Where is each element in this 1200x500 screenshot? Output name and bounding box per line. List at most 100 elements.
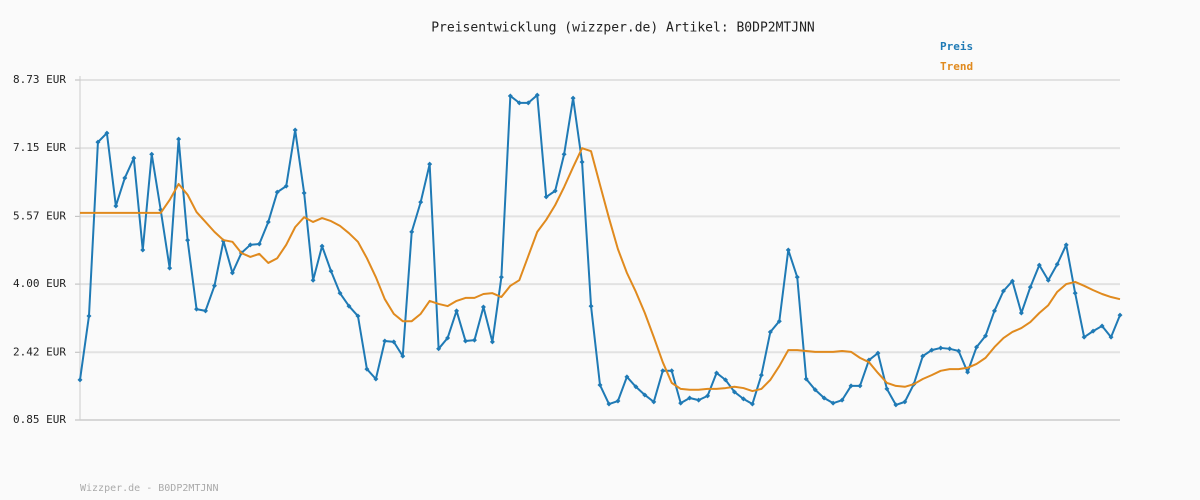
point <box>660 368 666 374</box>
point <box>525 100 531 106</box>
point <box>776 318 782 324</box>
point <box>552 188 558 194</box>
point <box>938 345 944 351</box>
y-tick-label: 8.73 EUR <box>13 73 66 86</box>
point <box>203 308 209 314</box>
point <box>920 353 926 359</box>
point <box>1009 278 1015 284</box>
point <box>991 308 997 314</box>
point <box>767 329 773 335</box>
point <box>651 399 657 405</box>
point <box>1000 288 1006 294</box>
point <box>974 344 980 350</box>
point <box>1036 262 1042 268</box>
point <box>956 348 962 354</box>
point <box>310 277 316 283</box>
point <box>265 219 271 225</box>
point <box>256 241 262 247</box>
point <box>77 377 83 383</box>
point <box>606 401 612 407</box>
point <box>185 237 191 243</box>
point <box>1072 290 1078 296</box>
point <box>848 383 854 389</box>
point <box>669 368 675 374</box>
point <box>1117 312 1123 318</box>
line-0 <box>79 94 1121 406</box>
point <box>696 397 702 403</box>
point <box>1108 334 1114 340</box>
point <box>176 136 182 142</box>
point <box>498 274 504 280</box>
point <box>633 384 639 390</box>
y-tick-label: 7.15 EUR <box>13 141 66 154</box>
point <box>642 392 648 398</box>
point <box>785 247 791 253</box>
point <box>409 229 415 235</box>
point <box>857 383 863 389</box>
point <box>543 194 549 200</box>
point <box>274 189 280 195</box>
point <box>588 303 594 309</box>
point <box>570 95 576 101</box>
point <box>355 313 361 319</box>
point <box>902 399 908 405</box>
footer: Wizzper.de - B0DP2MTJNN <box>80 483 218 494</box>
y-tick-label: 0.85 EUR <box>13 413 66 426</box>
point <box>687 395 693 401</box>
point <box>113 203 119 209</box>
point <box>194 306 200 312</box>
point <box>489 339 495 345</box>
point <box>373 376 379 382</box>
point <box>534 92 540 98</box>
legend-entry: Trend <box>940 60 973 73</box>
y-tick-label: 4.00 EUR <box>13 277 66 290</box>
point <box>1081 334 1087 340</box>
point <box>1099 323 1105 329</box>
point <box>104 130 110 136</box>
point <box>794 274 800 280</box>
point <box>803 376 809 382</box>
point <box>821 395 827 401</box>
point <box>471 337 477 343</box>
point <box>507 93 513 99</box>
point <box>705 393 711 399</box>
point <box>965 369 971 375</box>
point <box>812 387 818 393</box>
point <box>292 127 298 133</box>
point <box>319 243 325 249</box>
point <box>211 283 217 289</box>
point <box>983 333 989 339</box>
point <box>95 139 101 145</box>
point <box>516 100 522 106</box>
point <box>229 270 235 276</box>
point <box>301 190 307 196</box>
point <box>615 398 621 404</box>
point <box>247 242 253 248</box>
point <box>463 338 469 344</box>
point <box>382 338 388 344</box>
point <box>731 389 737 395</box>
point <box>749 401 755 407</box>
point <box>364 366 370 372</box>
point <box>454 308 460 314</box>
point <box>723 377 729 383</box>
point <box>418 199 424 205</box>
point <box>149 151 155 157</box>
point <box>1045 277 1051 283</box>
point <box>283 183 289 189</box>
point <box>131 155 137 161</box>
point <box>893 402 899 408</box>
point <box>122 175 128 181</box>
point <box>391 339 397 345</box>
point <box>561 151 567 157</box>
point <box>436 346 442 352</box>
point <box>758 372 764 378</box>
point <box>1027 284 1033 290</box>
point <box>624 374 630 380</box>
point <box>346 303 352 309</box>
point <box>167 265 173 271</box>
point <box>714 370 720 376</box>
chart-title: Preisentwicklung (wizzper.de) Artikel: B… <box>431 21 815 36</box>
point <box>1054 261 1060 267</box>
